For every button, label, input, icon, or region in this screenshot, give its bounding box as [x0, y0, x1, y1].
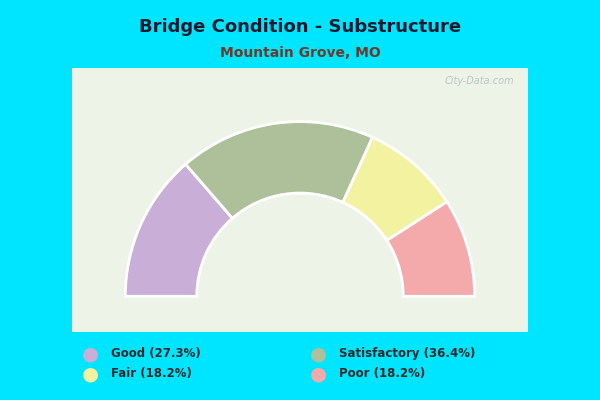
FancyBboxPatch shape — [72, 68, 528, 332]
Text: Mountain Grove, MO: Mountain Grove, MO — [220, 46, 380, 60]
Text: Satisfactory (36.4%): Satisfactory (36.4%) — [339, 348, 475, 360]
Text: Bridge Condition - Substructure: Bridge Condition - Substructure — [139, 18, 461, 36]
Text: Fair (18.2%): Fair (18.2%) — [111, 368, 192, 380]
Text: ●: ● — [310, 364, 326, 384]
Text: ●: ● — [310, 344, 326, 364]
Text: ●: ● — [82, 344, 98, 364]
Wedge shape — [343, 137, 447, 240]
Text: ●: ● — [82, 364, 98, 384]
Text: Poor (18.2%): Poor (18.2%) — [339, 368, 425, 380]
Text: City-Data.com: City-Data.com — [445, 76, 515, 86]
Text: Good (27.3%): Good (27.3%) — [111, 348, 201, 360]
Wedge shape — [185, 122, 373, 218]
Wedge shape — [387, 202, 475, 296]
Wedge shape — [125, 164, 232, 296]
